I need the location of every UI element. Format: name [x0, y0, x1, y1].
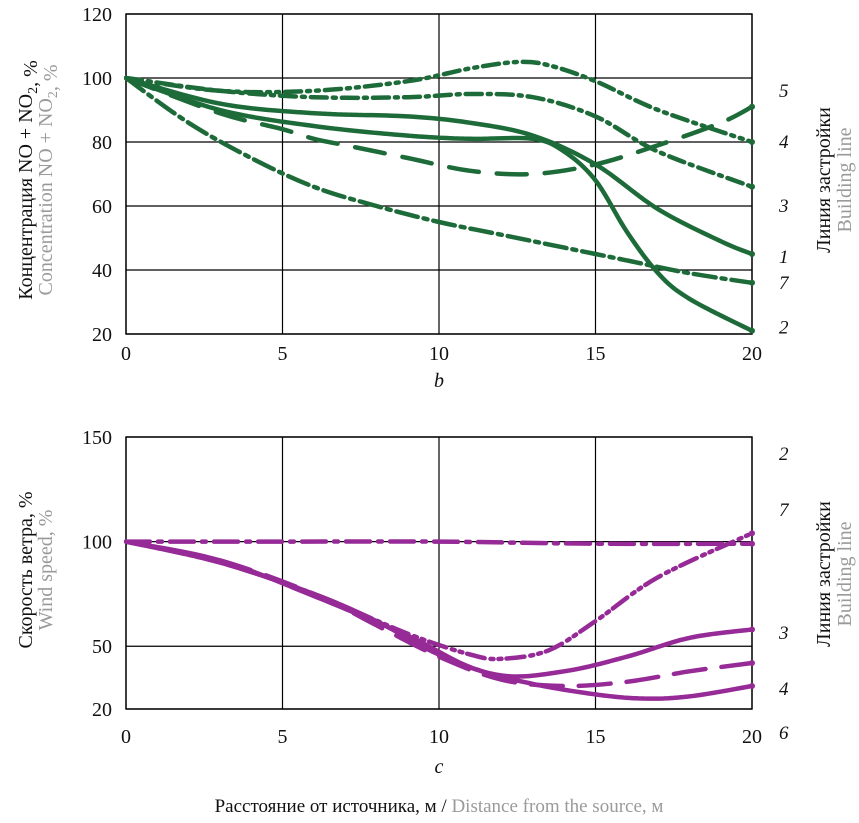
y-axis-label-ru: Концентрация NO + NO2, %: [15, 60, 42, 300]
x-axis-title-en: Distance from the source, м: [451, 796, 663, 817]
series-label-6: 6: [779, 723, 789, 744]
series-line-6: [124, 539, 754, 701]
panel-label-b: b: [434, 370, 444, 392]
y-axis-label-ru: Скорость ветра, %: [15, 491, 37, 648]
series-line-1: [124, 75, 754, 257]
series-line-7: [124, 539, 754, 547]
y-tick-label: 40: [92, 260, 112, 282]
series-end-point-3: [749, 626, 755, 633]
y-tick-label: 150: [82, 427, 112, 449]
series-end-point-4: [749, 183, 755, 190]
series-label-4: 4: [779, 132, 789, 153]
building-line-label-ru: Линия застройки: [813, 501, 835, 647]
x-tick-label: 15: [586, 343, 606, 365]
series-end-point-5: [749, 139, 755, 145]
x-tick-label: 10: [429, 726, 449, 748]
y-tick-label: 100: [82, 532, 112, 554]
series-group: [124, 59, 754, 334]
x-tick-label: 20: [742, 726, 762, 748]
plot-frame: [125, 13, 753, 335]
x-axis-title-separator: /: [437, 796, 452, 817]
series-end-point-7: [749, 540, 755, 547]
series-label-7: 7: [779, 500, 790, 521]
y-tick-label: 100: [82, 68, 112, 90]
series-end-point-4: [749, 659, 755, 666]
gridlines: [125, 13, 753, 335]
series-label-3: 3: [778, 196, 789, 217]
x-tick-label: 5: [278, 343, 288, 365]
series-end-point-6: [749, 682, 755, 689]
series-label-5: 5: [779, 81, 789, 102]
series-line-7: [124, 75, 754, 286]
series-label-1: 1: [779, 247, 789, 268]
x-tick-label: 15: [586, 726, 606, 748]
x-tick-label: 5: [278, 726, 288, 748]
series-label-2: 2: [779, 318, 789, 339]
x-axis-title: Расстояние от источника, м / Distance fr…: [215, 796, 664, 817]
series-end-point-2: [749, 327, 755, 334]
series-line-2: [124, 75, 754, 334]
series-end-point-1: [749, 251, 755, 257]
x-tick-label: 10: [429, 343, 449, 365]
x-tick-label: 0: [121, 726, 131, 748]
gridlines: [125, 436, 753, 710]
building-line-label-ru: Линия застройки: [813, 107, 835, 253]
y-tick-label: 50: [92, 636, 112, 658]
y-axis-label-en: Concentration NO + NO2, %: [35, 64, 62, 295]
y-tick-label: 80: [92, 132, 112, 154]
y-tick-label: 60: [92, 196, 112, 218]
y-tick-label: 120: [82, 4, 112, 26]
series-group: [124, 530, 754, 701]
building-line-label-en: Building line: [834, 127, 856, 232]
x-axis-title-ru: Расстояние от источника, м: [215, 796, 437, 817]
series-line-3: [124, 75, 754, 177]
x-tick-label: 0: [121, 343, 131, 365]
series-label-4: 4: [779, 679, 789, 700]
building-line-label-en: Building line: [834, 521, 856, 626]
series-end-point-3: [749, 103, 755, 110]
chart-panel-c: 2 7 3 4 6 0 5 10 15 20 20 50 100 150 c Скорость ветра, …: [15, 427, 856, 778]
series-label-2: 2: [779, 444, 789, 465]
series-end-point-7: [749, 279, 755, 286]
y-tick-label: 20: [92, 699, 112, 721]
series-label-7: 7: [779, 273, 790, 294]
y-tick-label: 20: [92, 324, 112, 346]
y-axis-label-en: Wind speed, %: [35, 510, 57, 631]
x-tick-label: 20: [742, 343, 762, 365]
series-end-point-2: [749, 530, 755, 537]
series-label-3: 3: [778, 623, 789, 644]
panel-label-c: c: [435, 756, 444, 778]
plot-frame: [125, 436, 753, 710]
